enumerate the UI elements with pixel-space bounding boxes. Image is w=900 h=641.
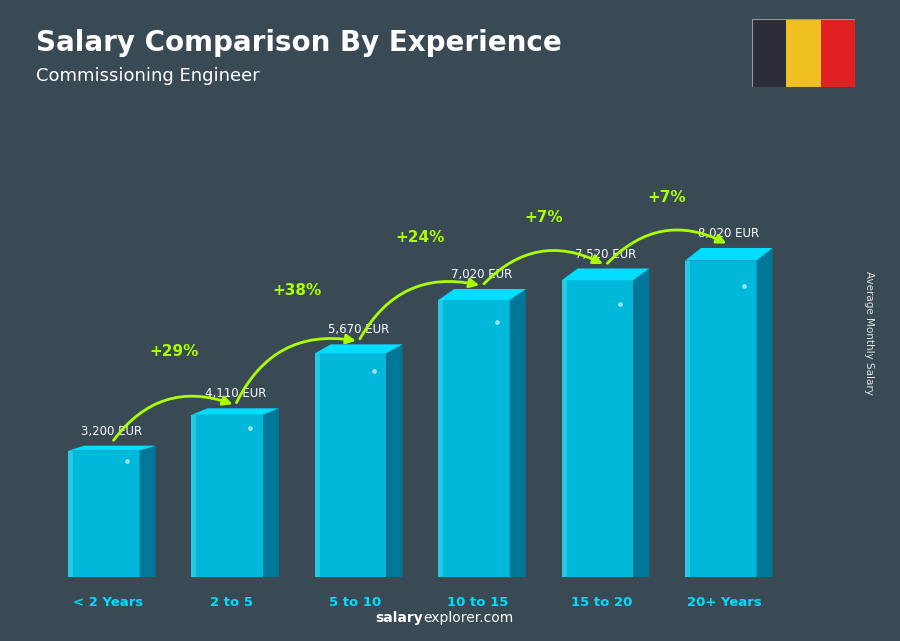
- Polygon shape: [68, 445, 156, 451]
- Text: Commissioning Engineer: Commissioning Engineer: [36, 67, 260, 85]
- Bar: [438, 300, 444, 577]
- Text: < 2 Years: < 2 Years: [73, 596, 143, 609]
- Text: 7,020 EUR: 7,020 EUR: [452, 268, 513, 281]
- Polygon shape: [315, 344, 402, 353]
- Text: salary: salary: [375, 611, 423, 625]
- Bar: [315, 353, 320, 577]
- Bar: [752, 19, 786, 87]
- Bar: [685, 261, 690, 577]
- Polygon shape: [685, 248, 772, 261]
- Polygon shape: [386, 344, 402, 577]
- Text: 4,110 EUR: 4,110 EUR: [204, 387, 266, 401]
- Bar: [68, 451, 73, 577]
- Text: +29%: +29%: [148, 344, 198, 360]
- Bar: [68, 451, 140, 577]
- Text: 2 to 5: 2 to 5: [210, 596, 253, 609]
- Text: Salary Comparison By Experience: Salary Comparison By Experience: [36, 29, 562, 57]
- Polygon shape: [634, 269, 649, 577]
- Text: 15 to 20: 15 to 20: [571, 596, 632, 609]
- Polygon shape: [562, 269, 649, 280]
- Bar: [315, 353, 386, 577]
- Polygon shape: [438, 289, 526, 300]
- Bar: [192, 415, 196, 577]
- Bar: [786, 19, 821, 87]
- Bar: [562, 280, 634, 577]
- Text: 8,020 EUR: 8,020 EUR: [698, 227, 760, 240]
- Polygon shape: [192, 408, 279, 415]
- Text: +38%: +38%: [273, 283, 321, 298]
- Text: 3,200 EUR: 3,200 EUR: [81, 425, 142, 438]
- Text: +24%: +24%: [396, 229, 445, 245]
- Polygon shape: [263, 408, 279, 577]
- Text: Average Monthly Salary: Average Monthly Salary: [863, 271, 874, 395]
- Text: +7%: +7%: [648, 190, 687, 205]
- Polygon shape: [509, 289, 526, 577]
- Bar: [562, 280, 567, 577]
- Text: 20+ Years: 20+ Years: [688, 596, 762, 609]
- Polygon shape: [757, 248, 772, 577]
- Text: 7,520 EUR: 7,520 EUR: [575, 247, 636, 260]
- Bar: [821, 19, 855, 87]
- Text: 5 to 10: 5 to 10: [328, 596, 381, 609]
- Text: explorer.com: explorer.com: [423, 611, 513, 625]
- Bar: [438, 300, 509, 577]
- Bar: [685, 261, 757, 577]
- Text: 10 to 15: 10 to 15: [447, 596, 508, 609]
- Text: +7%: +7%: [525, 210, 563, 225]
- Bar: [192, 415, 263, 577]
- Text: 5,670 EUR: 5,670 EUR: [328, 324, 390, 337]
- Polygon shape: [140, 445, 156, 577]
